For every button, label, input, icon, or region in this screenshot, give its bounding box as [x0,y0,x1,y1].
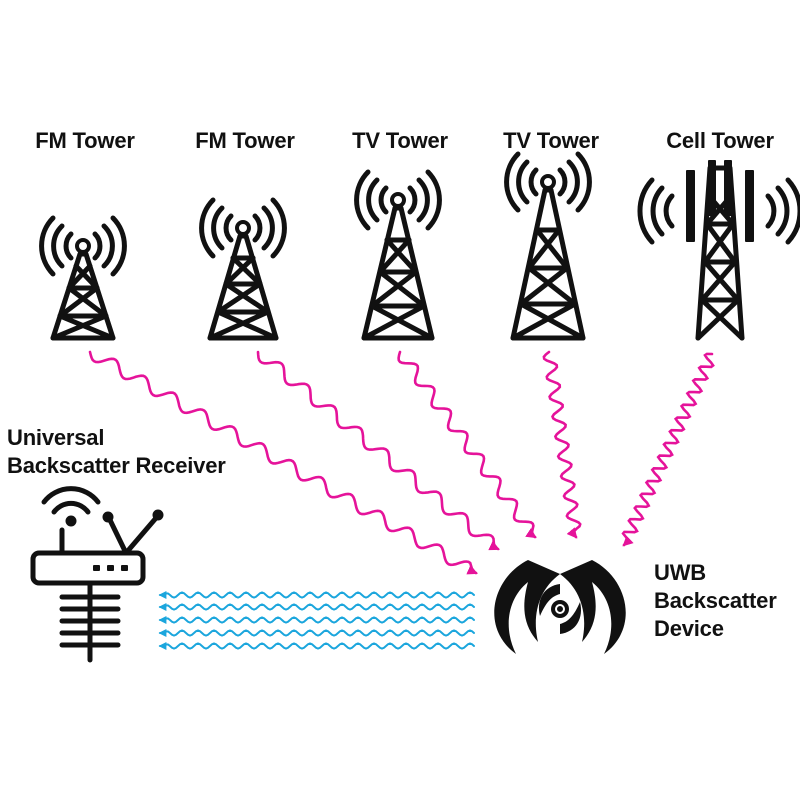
tower-label-tv-2: TV Tower [503,128,599,153]
backscatter-signal-wave [158,591,475,599]
tv-tower-icon [504,151,592,341]
backscatter-signal-wave [158,603,475,611]
uwb-device-icon [494,560,626,654]
tower-label-fm-1: FM Tower [35,128,135,153]
receiver-label: Universal Backscatter Receiver [7,424,226,480]
tower-label-cell: Cell Tower [666,128,774,153]
router-icon [30,486,164,663]
incoming-signal-wave [621,352,715,547]
device-label: UWB Backscatter Device [654,559,777,643]
router-status-lights [93,565,128,571]
backscatter-signal-wave [158,629,475,637]
receiver-label-line1: Universal [7,425,105,450]
incoming-signal-wave [88,350,478,575]
fm-tower-icon [39,215,127,341]
backscatter-signal-wave [158,616,475,624]
device-label-line1: UWB [654,560,706,585]
cell-antenna-panels [686,160,754,242]
incoming-signal-wave [397,350,537,539]
receiver-label-line2: Backscatter Receiver [7,453,226,478]
tower-label-fm-2: FM Tower [195,128,295,153]
uwb-device-center [555,604,565,614]
tv-tower-icon [354,169,442,341]
incoming-signal-wave [256,350,500,551]
backscatter-signal-wave [158,642,475,650]
fm-tower-icon [199,197,287,341]
tower-label-tv-1: TV Tower [352,128,448,153]
backscatter-signal-waves [158,591,475,650]
device-label-line3: Device [654,616,724,641]
cell-tower-icon [637,165,800,341]
incoming-signal-wave [542,350,582,539]
device-label-line2: Backscatter [654,588,777,613]
incoming-signal-waves [88,350,715,575]
